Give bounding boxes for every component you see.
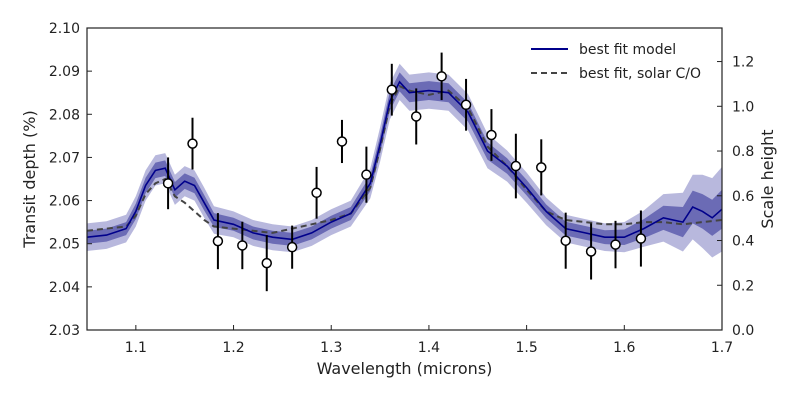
data-point [460, 99, 472, 111]
y2-tick-label: 1.2 [732, 55, 754, 71]
data-point [585, 246, 597, 257]
y2-tick-label: 0.4 [732, 234, 754, 250]
inner-uncertainty-band [87, 72, 722, 246]
y2-tick-label: 0.2 [732, 278, 754, 294]
data-point [261, 257, 273, 269]
x-tick-label: 1.2 [222, 340, 244, 356]
data-point [510, 160, 522, 172]
axis-ticks: 1.1 1.2 1.3 1.4 1.5 1.6 1.7 2.03 2.04 2.05 2.06 2.0… [49, 21, 755, 356]
data-point [162, 178, 174, 189]
y2-axis-label: Scale height [758, 129, 777, 228]
data-point [536, 162, 547, 173]
y-tick-label: 2.08 [49, 107, 80, 123]
data-point [286, 241, 298, 253]
y-tick-label: 2.03 [49, 323, 80, 339]
plot-frame [86, 27, 723, 331]
uncertainty-bands [87, 63, 722, 258]
y2-tick-label: 0.0 [732, 323, 754, 339]
data-points [162, 52, 647, 292]
x-tick-label: 1.4 [418, 340, 440, 356]
data-point [386, 84, 398, 95]
data-point [361, 169, 372, 180]
legend-label-solar: best fit, solar C/O [579, 66, 701, 82]
model-lines [86, 80, 723, 241]
data-point [336, 136, 348, 147]
data-point [311, 187, 322, 199]
data-point [436, 71, 447, 82]
x-tick-label: 1.7 [711, 340, 733, 356]
y-tick-label: 2.09 [49, 64, 80, 80]
y-tick-label: 2.07 [49, 150, 80, 166]
y-tick-label: 2.10 [49, 21, 80, 37]
series-line-best-fit [86, 80, 723, 241]
legend: best fit model best fit, solar C/O [531, 42, 701, 82]
data-point [187, 138, 198, 149]
outer-uncertainty-band [87, 63, 722, 258]
y-tick-label: 2.04 [49, 280, 80, 296]
y2-tick-label: 0.8 [732, 144, 754, 160]
y-tick-label: 2.05 [49, 237, 80, 253]
data-point [560, 235, 571, 246]
x-tick-label: 1.3 [320, 340, 342, 356]
x-tick-label: 1.1 [125, 340, 147, 356]
data-point [410, 111, 422, 122]
y-tick-label: 2.06 [49, 194, 80, 210]
x-tick-label: 1.5 [515, 340, 537, 356]
data-point [610, 239, 621, 250]
y-axis-label: Transit depth (%) [20, 110, 39, 248]
data-point [635, 233, 647, 244]
x-tick-label: 1.6 [613, 340, 635, 356]
legend-label-best-fit: best fit model [579, 42, 676, 58]
x-axis-label: Wavelength (microns) [317, 359, 493, 378]
y2-tick-label: 1.0 [732, 99, 754, 115]
y2-tick-label: 0.6 [732, 189, 754, 205]
series-line-solar [86, 84, 723, 234]
data-point [212, 235, 224, 247]
data-point [237, 240, 248, 251]
data-point [486, 129, 497, 141]
